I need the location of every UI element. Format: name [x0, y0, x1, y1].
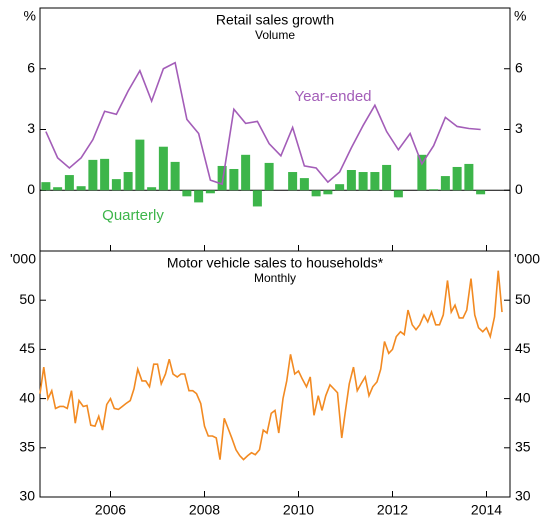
bar	[264, 162, 274, 191]
bar	[299, 178, 309, 191]
bar	[170, 161, 180, 191]
bar	[182, 190, 192, 197]
series-label: Year-ended	[294, 88, 371, 105]
bar	[393, 190, 403, 198]
y-tick-label: 3	[515, 120, 523, 136]
bar	[358, 172, 368, 191]
bar	[311, 190, 321, 197]
bar	[429, 189, 439, 191]
y-tick-label: 30	[515, 488, 531, 504]
bar	[370, 172, 380, 191]
bar	[76, 186, 86, 191]
y-tick-label: 0	[27, 181, 35, 197]
frame	[39, 7, 511, 498]
bar	[53, 187, 63, 191]
bar	[452, 166, 462, 191]
bar	[205, 190, 215, 194]
bar	[217, 165, 227, 191]
bar	[335, 184, 345, 191]
y-unit: '000	[10, 251, 36, 267]
y-tick-label: 40	[19, 389, 35, 405]
x-tick-label: 2006	[95, 502, 126, 518]
y-tick-label: 45	[19, 340, 35, 356]
y-unit: %	[514, 8, 526, 24]
bar	[323, 190, 333, 195]
bar	[382, 164, 392, 191]
bar	[64, 175, 74, 191]
bar	[229, 168, 239, 191]
x-tick-label: 2014	[471, 502, 502, 518]
y-tick-label: 35	[515, 439, 531, 455]
y-tick-label: 45	[515, 340, 531, 356]
y-tick-label: 30	[19, 488, 35, 504]
series-label: Quarterly	[102, 207, 164, 224]
bar	[417, 154, 427, 191]
bar	[440, 176, 450, 191]
bar	[147, 187, 157, 191]
bar	[41, 182, 51, 191]
bar	[88, 159, 98, 191]
y-tick-label: 0	[515, 181, 523, 197]
y-tick-label: 3	[27, 120, 35, 136]
bar	[158, 146, 168, 191]
y-unit: %	[24, 8, 36, 24]
y-tick-label: 6	[27, 59, 35, 75]
chart-subtitle: Volume	[255, 28, 295, 42]
y-unit: '000	[514, 251, 540, 267]
bar	[194, 190, 204, 203]
x-tick-label: 2008	[189, 502, 220, 518]
bar	[464, 163, 474, 191]
bar	[288, 172, 298, 191]
x-tick-label: 2010	[283, 502, 314, 518]
bar	[123, 172, 133, 191]
chart-subtitle: Monthly	[254, 271, 296, 285]
y-tick-label: 50	[515, 291, 531, 307]
line	[39, 270, 503, 461]
bar	[346, 170, 356, 191]
line	[45, 61, 481, 186]
chart-title: Motor vehicle sales to households*	[167, 255, 384, 271]
y-tick-label: 50	[19, 291, 35, 307]
y-tick-label: 35	[19, 439, 35, 455]
bar	[252, 190, 262, 207]
bar	[476, 190, 486, 195]
y-tick-label: 6	[515, 59, 523, 75]
bar	[100, 158, 110, 191]
chart-title: Retail sales growth	[216, 12, 334, 28]
bar	[135, 139, 145, 191]
bar	[111, 179, 121, 191]
y-tick-label: 40	[515, 389, 531, 405]
bar	[241, 154, 251, 191]
x-tick-label: 2012	[377, 502, 408, 518]
